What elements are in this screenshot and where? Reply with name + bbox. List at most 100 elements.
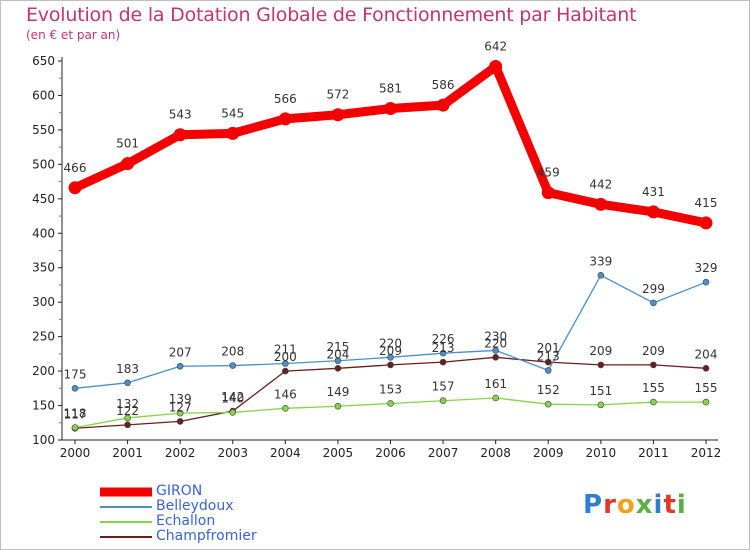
data-point-echallon-2011 xyxy=(650,398,657,406)
data-label-giron-2011: 431 xyxy=(642,185,665,199)
data-label-belleydoux-2000: 175 xyxy=(64,367,87,381)
data-label-echallon-2008: 161 xyxy=(484,377,507,391)
series-line-belleydoux xyxy=(74,274,707,389)
data-point-giron-2006 xyxy=(384,102,397,116)
legend-label-giron: GIRON xyxy=(156,483,203,499)
data-point-champfromier-2001 xyxy=(124,421,131,429)
x-tick-label-2004: 2004 xyxy=(270,446,301,460)
y-tick-label-550: 550 xyxy=(32,123,55,137)
y-tick-label-600: 600 xyxy=(32,88,55,102)
data-point-champfromier-2005 xyxy=(334,365,342,372)
data-label-echallon-2010: 151 xyxy=(589,384,612,398)
data-point-echallon-2002 xyxy=(176,409,184,417)
x-tick-label-2008: 2008 xyxy=(480,446,511,460)
data-point-belleydoux-2011 xyxy=(650,299,657,307)
data-point-belleydoux-2004 xyxy=(282,360,289,367)
x-tick-label-2012: 2012 xyxy=(691,446,722,460)
data-label-giron-2007: 586 xyxy=(432,78,455,92)
chart-subtitle: (en € et par an) xyxy=(26,28,121,42)
data-label-echallon-2000: 118 xyxy=(64,407,87,421)
data-label-belleydoux-2002: 207 xyxy=(169,345,192,359)
y-tick-label-400: 400 xyxy=(32,226,55,240)
data-point-belleydoux-2005 xyxy=(334,357,342,365)
data-point-champfromier-2007 xyxy=(439,358,447,366)
legend-swatch-echallon xyxy=(100,520,152,523)
y-tick-label-100: 100 xyxy=(32,433,55,447)
data-point-belleydoux-2003 xyxy=(229,362,237,369)
y-tick-label-350: 350 xyxy=(32,261,55,275)
data-point-belleydoux-2010 xyxy=(597,272,605,279)
proxiti-logo: Proxiti xyxy=(583,490,687,520)
y-tick-label-450: 450 xyxy=(32,192,55,206)
data-point-champfromier-2002 xyxy=(176,418,184,425)
data-label-giron-2001: 501 xyxy=(116,137,139,151)
data-point-champfromier-2011 xyxy=(650,361,657,369)
data-point-echallon-2003 xyxy=(229,409,237,416)
x-tick-label-2000: 2000 xyxy=(60,446,91,460)
data-point-giron-2007 xyxy=(436,98,450,112)
data-label-belleydoux-2011: 299 xyxy=(642,282,665,296)
data-label-belleydoux-2001: 183 xyxy=(116,362,139,376)
data-point-giron-2008 xyxy=(489,60,503,74)
data-label-echallon-2012: 155 xyxy=(695,381,718,395)
data-label-champfromier-2011: 209 xyxy=(642,344,665,358)
data-label-giron-2009: 459 xyxy=(537,166,560,180)
legend-item-giron: GIRON xyxy=(100,483,340,499)
data-point-champfromier-2010 xyxy=(597,361,605,369)
data-point-belleydoux-2008 xyxy=(492,347,499,354)
data-label-giron-2006: 581 xyxy=(379,82,402,96)
logo-letter: i xyxy=(676,490,687,520)
data-label-belleydoux-2009: 213 xyxy=(537,349,560,363)
data-label-champfromier-2002: 127 xyxy=(169,400,192,414)
data-label-echallon-2001: 132 xyxy=(116,397,139,411)
logo-letter: x xyxy=(635,490,654,520)
data-label-echallon-2007: 157 xyxy=(432,380,455,394)
data-point-echallon-2000 xyxy=(71,424,79,431)
data-point-champfromier-2004 xyxy=(282,367,289,375)
logo-letter: P xyxy=(583,490,604,520)
logo-letter: t xyxy=(663,490,677,520)
chart-title: Evolution de la Dotation Globale de Fonc… xyxy=(26,4,637,26)
data-label-champfromier-2012: 204 xyxy=(695,347,718,361)
data-point-echallon-2004 xyxy=(282,405,289,412)
data-label-champfromier-2008: 220 xyxy=(484,336,507,350)
data-label-giron-2003: 545 xyxy=(221,106,244,120)
data-point-champfromier-2009 xyxy=(544,358,552,366)
data-label-giron-2000: 466 xyxy=(64,161,87,175)
data-point-belleydoux-2001 xyxy=(124,379,131,387)
y-tick-label-250: 250 xyxy=(32,330,55,344)
data-label-giron-2005: 572 xyxy=(326,88,349,102)
data-label-echallon-2004: 146 xyxy=(274,387,297,401)
logo-letter: r xyxy=(603,490,617,520)
data-label-giron-2012: 415 xyxy=(695,196,718,210)
x-tick-label-2002: 2002 xyxy=(165,446,196,460)
data-label-belleydoux-2003: 208 xyxy=(221,345,244,359)
legend-swatch-giron xyxy=(100,487,152,496)
x-tick-label-2009: 2009 xyxy=(533,446,564,460)
data-point-echallon-2008 xyxy=(492,394,499,402)
data-label-belleydoux-2004: 211 xyxy=(274,343,297,357)
data-point-echallon-2010 xyxy=(597,401,605,409)
data-point-giron-2003 xyxy=(226,126,240,140)
chart-legend: GIRON Belleydoux Echallon Champfromier xyxy=(100,483,340,544)
data-label-belleydoux-2010: 339 xyxy=(589,254,612,268)
x-tick-label-2007: 2007 xyxy=(428,446,459,460)
data-label-belleydoux-2007: 226 xyxy=(432,332,455,346)
x-tick-label-2006: 2006 xyxy=(375,446,406,460)
x-tick-label-2005: 2005 xyxy=(323,446,354,460)
data-point-giron-2000 xyxy=(68,181,82,195)
data-label-echallon-2005: 149 xyxy=(326,385,349,399)
data-label-champfromier-2009: 201 xyxy=(537,341,560,355)
data-point-echallon-2005 xyxy=(334,402,342,410)
legend-label-champfromier: Champfromier xyxy=(156,528,257,544)
y-tick-label-500: 500 xyxy=(32,157,55,171)
legend-swatch-champfromier xyxy=(100,535,152,538)
x-tick-label-2001: 2001 xyxy=(112,446,143,460)
data-label-echallon-2011: 155 xyxy=(642,381,665,395)
data-label-champfromier-2004: 200 xyxy=(274,350,297,364)
data-point-echallon-2012 xyxy=(702,398,710,406)
data-point-echallon-2001 xyxy=(124,414,131,422)
data-point-belleydoux-2009 xyxy=(544,367,552,374)
